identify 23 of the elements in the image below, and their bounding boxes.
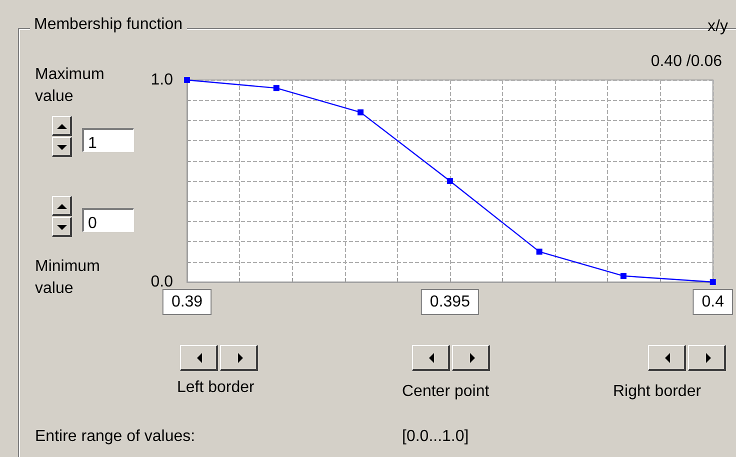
point	[620, 272, 626, 279]
point	[446, 178, 453, 184]
x-tick-label: 0.39	[171, 294, 203, 310]
text: Minimum value	[35, 257, 101, 299]
text: Entire range of values:	[35, 427, 196, 447]
y-tick-label: 1.0	[150, 72, 174, 88]
y-tick-label: 0.0	[150, 274, 174, 290]
text: x/y	[708, 17, 728, 37]
text: 0	[82, 208, 134, 232]
text: Center point	[402, 382, 490, 402]
text: 0.40 /0.06	[650, 52, 722, 72]
text: 1	[82, 128, 134, 152]
x-tick-label: 0.4	[702, 294, 724, 310]
text: Right border	[613, 382, 702, 402]
text: Left border	[177, 378, 254, 398]
text: [0.0...1.0]	[402, 427, 469, 447]
chart-title: Membership function	[30, 16, 187, 34]
point	[358, 109, 364, 116]
point	[273, 85, 280, 92]
point	[184, 77, 190, 83]
text: Maximum value	[35, 65, 106, 107]
point	[536, 248, 542, 255]
x-tick-label: 0.395	[430, 294, 470, 310]
